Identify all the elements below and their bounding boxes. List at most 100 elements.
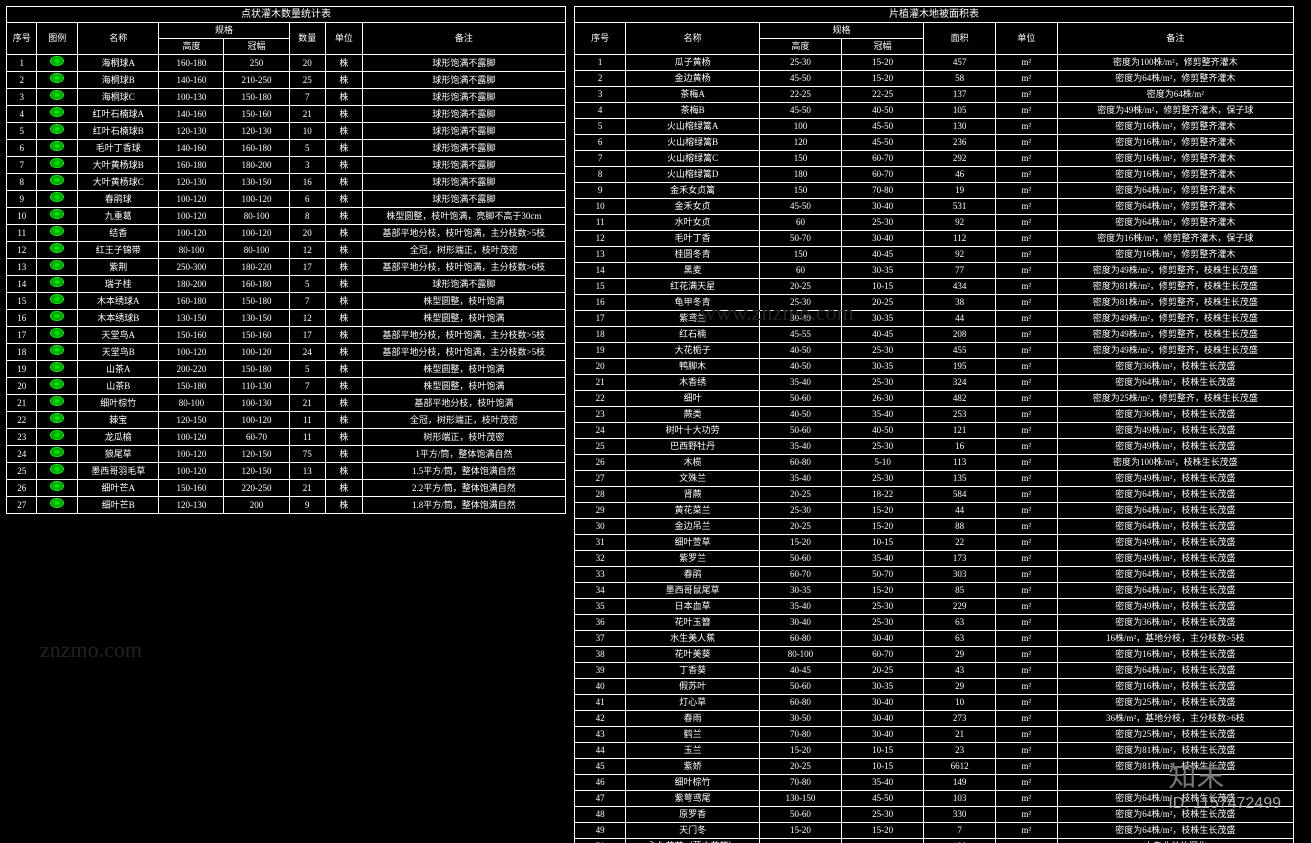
cell-legend [37, 89, 78, 106]
cell-name: 墨西哥羽毛草 [78, 463, 159, 480]
cell-unit: 株 [326, 72, 363, 89]
table-row: 20鸭脚木40-5030-35195m²密度为36株/m²，枝株生长茂盛 [575, 359, 1294, 375]
cell-remark: 密度为49株/m²，枝株生长茂盛 [1057, 535, 1293, 551]
cell-height: 20-25 [759, 279, 841, 295]
cell-area: 135 [924, 471, 996, 487]
cell-height: 250-300 [159, 259, 224, 276]
hdr-spec: 规格 [159, 23, 289, 39]
table-row: 19山茶A200-220150-1805株株型圆整，枝叶饱满 [7, 361, 566, 378]
cell-area: 236 [924, 135, 996, 151]
table-row: 24狼尾草100-120120-15075株1平方/筒，整体饱满自然 [7, 446, 566, 463]
table-row: 50永久花苑（薰衣草等）128m²由专业单位深化 [575, 839, 1294, 843]
table-row: 34墨西哥鼠尾草30-3515-2085m²密度为64株/m²，枝株生长茂盛 [575, 583, 1294, 599]
cell-unit: m² [996, 471, 1058, 487]
cell-name: 黄花菜兰 [626, 503, 760, 519]
cell-height: 180 [759, 167, 841, 183]
cell-remark: 由专业单位深化 [1057, 839, 1293, 843]
cell-name: 木香绣 [626, 375, 760, 391]
cell-crown: 35-40 [842, 407, 924, 423]
cell-name: 木本绣球A [78, 293, 159, 310]
cell-remark: 密度为49株/m²，修剪整齐，枝株生长茂盛 [1057, 311, 1293, 327]
cell-height: 40-50 [759, 359, 841, 375]
cell-unit: 株 [326, 497, 363, 514]
cell-area: 22 [924, 535, 996, 551]
cell-remark: 密度为64株/m²，修剪整齐灌木 [1057, 71, 1293, 87]
cell-seq: 24 [7, 446, 37, 463]
cell-crown: 10-15 [842, 535, 924, 551]
cell-unit: m² [996, 791, 1058, 807]
table-row: 18红石楠45-5540-45208m²密度为49株/m²，修剪整齐，枝株生长茂… [575, 327, 1294, 343]
cell-crown: 25-30 [842, 439, 924, 455]
cell-crown: 15-20 [842, 823, 924, 839]
cell-name: 狼尾草 [78, 446, 159, 463]
hdr-height: 高度 [159, 39, 224, 55]
table-row: 25墨西哥羽毛草100-120120-15013株1.5平方/筒，整体饱满自然 [7, 463, 566, 480]
cell-crown: 5-10 [842, 455, 924, 471]
cell-area: 38 [924, 295, 996, 311]
table-row: 37水生美人蕉60-8030-4063m²16株/m²，基地分枝，主分枝数>5枝 [575, 631, 1294, 647]
cell-height: 20-25 [759, 759, 841, 775]
cell-seq: 12 [575, 231, 626, 247]
plant-icon [50, 379, 64, 389]
cell-seq: 22 [575, 391, 626, 407]
table-row: 40假苏叶50-6030-3529m²密度为16株/m²，枝株生长茂盛 [575, 679, 1294, 695]
cell-unit: 株 [326, 327, 363, 344]
cell-height: 140-160 [159, 72, 224, 89]
cell-unit: m² [996, 231, 1058, 247]
cell-legend [37, 140, 78, 157]
cell-unit: m² [996, 311, 1058, 327]
cell-remark: 密度为64株/m²，枝株生长茂盛 [1057, 567, 1293, 583]
table-row: 15红花满天星20-2510-15434m²密度为81株/m²，修剪整齐，枝株生… [575, 279, 1294, 295]
cell-seq: 14 [7, 276, 37, 293]
cell-legend [37, 378, 78, 395]
cell-qty: 8 [289, 208, 326, 225]
plant-icon [50, 260, 64, 270]
cell-remark: 密度为36株/m²，枝株生长茂盛 [1057, 359, 1293, 375]
cell-crown: 30-40 [842, 727, 924, 743]
table-row: 26木榄60-805-10113m²密度为100株/m²，枝株生长茂盛 [575, 455, 1294, 471]
cell-height: 30-40 [759, 311, 841, 327]
cell-height: 80-100 [159, 395, 224, 412]
cell-qty: 7 [289, 89, 326, 106]
cell-area: 105 [924, 103, 996, 119]
plant-icon [50, 107, 64, 117]
cell-unit: 株 [326, 412, 363, 429]
cell-area: 253 [924, 407, 996, 423]
cell-unit: m² [996, 823, 1058, 839]
cell-unit: 株 [326, 480, 363, 497]
cell-crown: 10-15 [842, 759, 924, 775]
cell-name: 水生美人蕉 [626, 631, 760, 647]
cell-remark: 密度为49株/m²，修剪整齐，枝株生长茂盛 [1057, 343, 1293, 359]
cell-remark: 密度为64株/m² [1057, 87, 1293, 103]
table-row: 43鹤兰70-8030-4021m²密度为25株/m²，枝株生长茂盛 [575, 727, 1294, 743]
cell-area: 303 [924, 567, 996, 583]
table-row: 20山茶B150-180110-1307株株型圆整，枝叶饱满 [7, 378, 566, 395]
cell-unit: m² [996, 135, 1058, 151]
cell-height: 20-25 [759, 519, 841, 535]
cell-crown: 15-20 [842, 71, 924, 87]
cell-height: 50-60 [759, 807, 841, 823]
cell-height: 60 [759, 215, 841, 231]
cell-qty: 11 [289, 429, 326, 446]
cell-legend [37, 225, 78, 242]
table-row: 33春鹃60-7050-70303m²密度为64株/m²，枝株生长茂盛 [575, 567, 1294, 583]
plant-icon [50, 345, 64, 355]
cell-seq: 35 [575, 599, 626, 615]
hdr-name: 名称 [78, 23, 159, 55]
cell-seq: 47 [575, 791, 626, 807]
cell-unit: 株 [326, 344, 363, 361]
cell-seq: 16 [575, 295, 626, 311]
table-row: 23龙瓜榆100-12060-7011株树形端正，枝叶茂密 [7, 429, 566, 446]
cell-area: 128 [924, 839, 996, 843]
cell-remark: 密度为36株/m²，枝株生长茂盛 [1057, 407, 1293, 423]
cell-crown: 40-45 [842, 247, 924, 263]
cell-legend [37, 106, 78, 123]
cell-legend [37, 72, 78, 89]
cell-height: 120-130 [159, 123, 224, 140]
cell-name: 玉兰 [626, 743, 760, 759]
cell-qty: 20 [289, 225, 326, 242]
cell-remark: 株型圆整，枝叶饱满，亮脚不高于30cm [362, 208, 565, 225]
cell-remark: 16株/m²，基地分枝，主分枝数>5枝 [1057, 631, 1293, 647]
table-row: 7火山榕绿篱C15060-70292m²密度为16株/m²，修剪整齐灌木 [575, 151, 1294, 167]
cell-area: 44 [924, 503, 996, 519]
